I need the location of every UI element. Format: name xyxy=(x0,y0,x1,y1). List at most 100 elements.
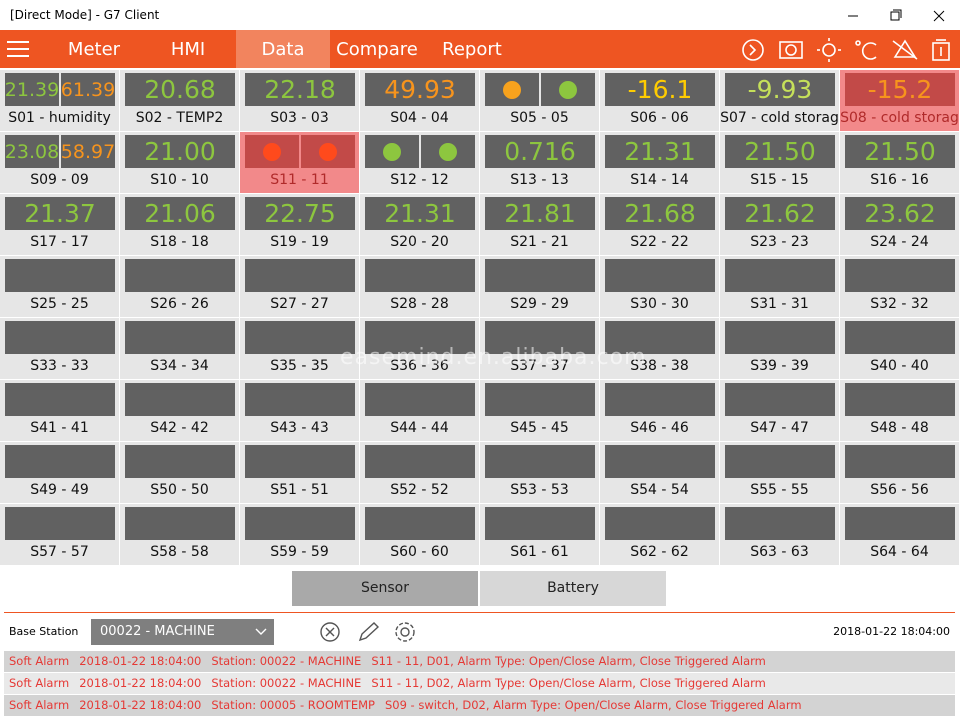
sensor-cell[interactable]: 0.716 S13 - 13 xyxy=(480,132,599,193)
sensor-cell[interactable]: S52 - 52 xyxy=(360,442,479,503)
sensor-cell[interactable]: S29 - 29 xyxy=(480,256,599,317)
sensor-cell[interactable]: S28 - 28 xyxy=(360,256,479,317)
sensor-cell[interactable]: -9.93 S07 - cold storag xyxy=(720,70,839,131)
sensor-cell[interactable]: S58 - 58 xyxy=(120,504,239,565)
sensor-cell[interactable]: S46 - 46 xyxy=(600,380,719,441)
sensor-cell[interactable]: 21.68 S22 - 22 xyxy=(600,194,719,255)
sensor-cell[interactable]: 21.39 61.39 S01 - humidity xyxy=(0,70,119,131)
sensor-cell[interactable]: 21.31 S20 - 20 xyxy=(360,194,479,255)
sensor-cell[interactable]: 21.31 S14 - 14 xyxy=(600,132,719,193)
nav-tab[interactable]: Report xyxy=(442,39,502,60)
sensor-cell[interactable]: 49.93 S04 - 04 xyxy=(360,70,479,131)
window-controls[interactable] xyxy=(840,8,950,24)
indicator-box xyxy=(365,135,419,168)
sensor-cell[interactable]: S25 - 25 xyxy=(0,256,119,317)
reading-box: 23.62 xyxy=(845,197,955,230)
sensor-cell[interactable]: -15.2 S08 - cold storag xyxy=(840,70,959,131)
sensor-cell[interactable]: 21.00 S10 - 10 xyxy=(120,132,239,193)
sensor-cell[interactable]: S51 - 51 xyxy=(240,442,359,503)
sensor-cell[interactable]: 22.75 S19 - 19 xyxy=(240,194,359,255)
sensor-cell[interactable]: 21.06 S18 - 18 xyxy=(120,194,239,255)
sensor-cell[interactable]: S53 - 53 xyxy=(480,442,599,503)
alarm-row[interactable]: Soft Alarm 2018-01-22 18:04:00 Station: 00… xyxy=(4,673,955,694)
sensor-cell[interactable]: 23.62 S24 - 24 xyxy=(840,194,959,255)
sensor-cell[interactable]: -16.1 S06 - 06 xyxy=(600,70,719,131)
view-button[interactable]: Sensor xyxy=(292,571,478,606)
sensor-cell[interactable]: 21.81 S21 - 21 xyxy=(480,194,599,255)
alarm-field: S09 - switch, D02, Alarm Type: Open/Clos… xyxy=(384,698,802,712)
sensor-grid: 21.39 61.39 S01 - humidity 20.68 S02 - TEMP2… xyxy=(0,70,960,565)
sensor-cell[interactable]: S43 - 43 xyxy=(240,380,359,441)
sensor-cell[interactable]: S54 - 54 xyxy=(600,442,719,503)
reading-box xyxy=(605,383,715,416)
sensor-cell[interactable]: S62 - 62 xyxy=(600,504,719,565)
sensor-cell[interactable]: S55 - 55 xyxy=(720,442,839,503)
sensor-cell[interactable]: S35 - 35 xyxy=(240,318,359,379)
sensor-cell[interactable]: S11 - 11 xyxy=(240,132,359,193)
sensor-cell[interactable]: S57 - 57 xyxy=(0,504,119,565)
sensor-cell[interactable]: S36 - 36 xyxy=(360,318,479,379)
sensor-cell[interactable]: S56 - 56 xyxy=(840,442,959,503)
sensor-cell[interactable]: S49 - 49 xyxy=(0,442,119,503)
sensor-cell[interactable]: S63 - 63 xyxy=(720,504,839,565)
base-station-select[interactable]: 00022 - MACHINE xyxy=(91,619,274,645)
reading-box: 21.62 xyxy=(725,197,835,230)
sensor-cell[interactable]: 21.37 S17 - 17 xyxy=(0,194,119,255)
sensor-cell[interactable]: S60 - 60 xyxy=(360,504,479,565)
reading-box: -16.1 xyxy=(605,73,715,106)
sensor-cell[interactable]: 22.18 S03 - 03 xyxy=(240,70,359,131)
view-button[interactable]: Battery xyxy=(480,571,666,606)
sensor-cell[interactable]: S45 - 45 xyxy=(480,380,599,441)
sensor-cell[interactable]: S41 - 41 xyxy=(0,380,119,441)
sensor-cell[interactable]: S47 - 47 xyxy=(720,380,839,441)
reading-value: 21.39 xyxy=(4,78,60,101)
reading-value: 21.37 xyxy=(24,199,96,228)
sensor-cell[interactable]: S61 - 61 xyxy=(480,504,599,565)
alarm-row[interactable]: Soft Alarm 2018-01-22 18:04:00 Station: 00… xyxy=(4,695,955,716)
sensor-cell[interactable]: S12 - 12 xyxy=(360,132,479,193)
sensor-cell[interactable]: S38 - 38 xyxy=(600,318,719,379)
sensor-cell[interactable]: S39 - 39 xyxy=(720,318,839,379)
sensor-cell[interactable]: S31 - 31 xyxy=(720,256,839,317)
sensor-label: S53 - 53 xyxy=(510,482,569,498)
reading-box: 21.31 xyxy=(605,135,715,168)
nav-tab[interactable]: HMI xyxy=(170,39,206,60)
sensor-label: S47 - 47 xyxy=(750,420,809,436)
sensor-cell[interactable]: S34 - 34 xyxy=(120,318,239,379)
reading-box xyxy=(845,321,955,354)
menu-icon[interactable] xyxy=(7,39,31,59)
sensor-cell[interactable]: 21.50 S16 - 16 xyxy=(840,132,959,193)
nav-tab[interactable]: Compare xyxy=(336,39,418,60)
station-actions[interactable] xyxy=(318,620,418,644)
sensor-cell[interactable]: 21.50 S15 - 15 xyxy=(720,132,839,193)
sensor-label: S36 - 36 xyxy=(390,358,449,374)
sensor-label: S50 - 50 xyxy=(150,482,209,498)
toolbar-icons[interactable] xyxy=(740,37,955,63)
sensor-cell[interactable]: S26 - 26 xyxy=(120,256,239,317)
sensor-cell[interactable]: S50 - 50 xyxy=(120,442,239,503)
nav-tab[interactable]: Meter xyxy=(67,39,121,60)
reading-box: 21.81 xyxy=(485,197,595,230)
sensor-cell[interactable]: S27 - 27 xyxy=(240,256,359,317)
sensor-cell[interactable]: 20.68 S02 - TEMP2 xyxy=(120,70,239,131)
alarm-row[interactable]: Soft Alarm 2018-01-22 18:04:00 Station: 00… xyxy=(4,651,955,672)
sensor-cell[interactable]: S05 - 05 xyxy=(480,70,599,131)
nav-tab[interactable]: Data xyxy=(236,30,330,68)
sensor-label: S48 - 48 xyxy=(870,420,929,436)
sensor-cell[interactable]: S37 - 37 xyxy=(480,318,599,379)
sensor-cell[interactable]: 21.62 S23 - 23 xyxy=(720,194,839,255)
sensor-cell[interactable]: 23.08 58.97 S09 - 09 xyxy=(0,132,119,193)
sensor-cell[interactable]: S30 - 30 xyxy=(600,256,719,317)
sensor-label: S41 - 41 xyxy=(30,420,89,436)
sensor-cell[interactable]: S33 - 33 xyxy=(0,318,119,379)
sensor-cell[interactable]: S64 - 64 xyxy=(840,504,959,565)
sensor-cell[interactable]: S48 - 48 xyxy=(840,380,959,441)
sensor-label: S02 - TEMP2 xyxy=(135,110,224,126)
sensor-cell[interactable]: S59 - 59 xyxy=(240,504,359,565)
sensor-cell[interactable]: S32 - 32 xyxy=(840,256,959,317)
sensor-label: S12 - 12 xyxy=(390,172,449,188)
sensor-cell[interactable]: S44 - 44 xyxy=(360,380,479,441)
reading-box: 21.00 xyxy=(125,135,235,168)
sensor-cell[interactable]: S42 - 42 xyxy=(120,380,239,441)
sensor-cell[interactable]: S40 - 40 xyxy=(840,318,959,379)
